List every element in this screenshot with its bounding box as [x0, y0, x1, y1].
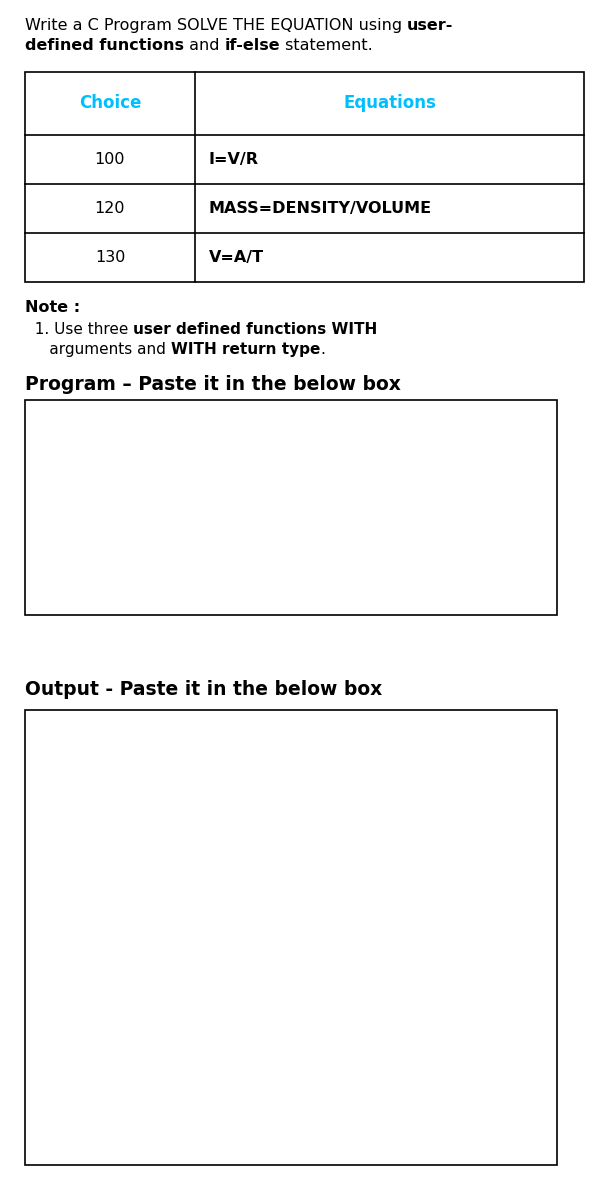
- Text: Output - Paste it in the below box: Output - Paste it in the below box: [25, 680, 382, 698]
- Text: MASS=DENSITY/VOLUME: MASS=DENSITY/VOLUME: [209, 200, 432, 216]
- Text: user defined functions WITH: user defined functions WITH: [133, 322, 378, 337]
- Text: WITH return type: WITH return type: [171, 342, 320, 358]
- Text: user-: user-: [407, 18, 454, 32]
- Text: if-else: if-else: [225, 38, 280, 53]
- Text: 120: 120: [95, 200, 125, 216]
- Text: arguments and: arguments and: [25, 342, 171, 358]
- Text: Program – Paste it in the below box: Program – Paste it in the below box: [25, 374, 401, 394]
- Text: 100: 100: [95, 152, 125, 167]
- Text: .: .: [320, 342, 325, 358]
- Text: and: and: [184, 38, 225, 53]
- Text: defined functions: defined functions: [25, 38, 184, 53]
- Bar: [25, 400, 557, 614]
- Text: V=A/T: V=A/T: [209, 250, 264, 265]
- Bar: [25, 72, 584, 282]
- Text: Note :: Note :: [25, 300, 80, 314]
- Bar: [25, 710, 557, 1165]
- Text: statement.: statement.: [280, 38, 373, 53]
- Text: Choice: Choice: [79, 95, 141, 113]
- Text: Write a C Program SOLVE THE EQUATION using: Write a C Program SOLVE THE EQUATION usi…: [25, 18, 407, 32]
- Text: 1. Use three: 1. Use three: [25, 322, 133, 337]
- Text: I=V/R: I=V/R: [209, 152, 259, 167]
- Text: 130: 130: [95, 250, 125, 265]
- Text: Equations: Equations: [343, 95, 436, 113]
